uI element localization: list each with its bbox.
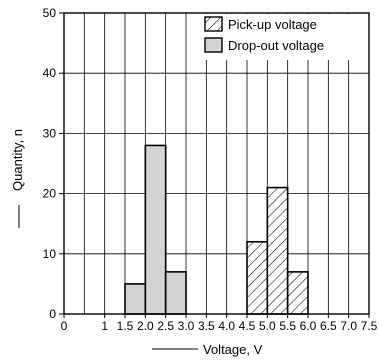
bar — [266, 186, 289, 315]
x-axis-title: Voltage, V — [203, 342, 263, 357]
legend: Pick-up voltage Drop-out voltage — [202, 14, 368, 60]
legend-label: Pick-up voltage — [228, 17, 317, 32]
x-tick-label: 3.5 — [198, 319, 215, 333]
bar — [246, 240, 269, 315]
plot-frame — [63, 12, 370, 315]
x-tick-label: 1.5 — [117, 319, 134, 333]
y-axis-title: Quantity, n — [10, 129, 25, 191]
x-axis-title-group: Voltage, V — [152, 342, 263, 357]
bar — [286, 271, 309, 315]
x-tick-label: 6.0 — [300, 319, 317, 333]
y-tick-label: 30 — [43, 126, 57, 140]
bar — [164, 271, 187, 315]
bar — [124, 283, 147, 315]
grid — [64, 13, 369, 314]
legend-label: Drop-out voltage — [228, 38, 324, 53]
bars — [124, 144, 309, 315]
legend-background — [202, 14, 368, 60]
y-tick-label: 10 — [43, 247, 57, 261]
x-tick-label: 4.0 — [218, 319, 235, 333]
x-tick-label: 2.0 — [137, 319, 154, 333]
x-tick-label: 7.5 — [361, 319, 378, 333]
y-tick-label: 20 — [43, 187, 57, 201]
x-tick-label: 7.0 — [340, 319, 357, 333]
x-tick-label: 0 — [61, 319, 68, 333]
x-tick-label: 1 — [101, 319, 108, 333]
y-tick-label: 0 — [49, 307, 56, 321]
legend-swatch — [204, 16, 223, 32]
bar — [144, 144, 167, 315]
y-axis-title-group: Quantity, n — [10, 129, 25, 228]
x-tick-label: 5.5 — [279, 319, 296, 333]
y-tick-label: 50 — [43, 6, 57, 20]
x-tick-label: 4.5 — [239, 319, 256, 333]
x-tick-label: 2.5 — [157, 319, 174, 333]
x-tick-label: 3.0 — [178, 319, 195, 333]
tick-labels: 0 10 20 30 40 50 0 1 1.5 2.0 2.5 3.0 3.5 4.0 4.5 5.0 5.5… — [43, 6, 378, 333]
x-tick-label: 6.5 — [320, 319, 337, 333]
axes — [59, 12, 370, 318]
y-tick-label: 40 — [43, 66, 57, 80]
x-tick-label: 5.0 — [259, 319, 276, 333]
legend-swatch — [204, 37, 223, 53]
